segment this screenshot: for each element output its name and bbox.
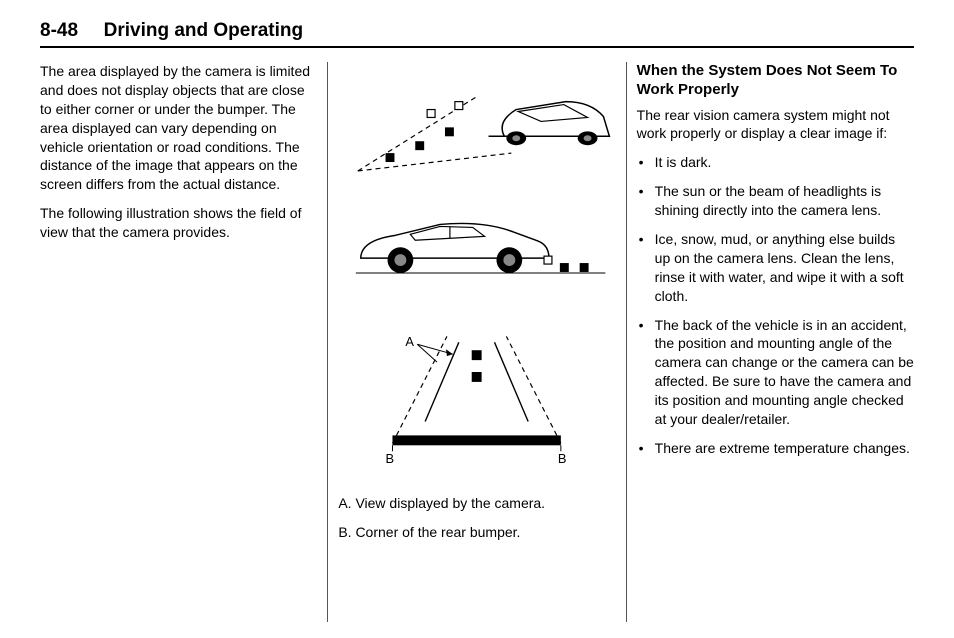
list-item: The back of the vehicle is in an acciden…	[637, 316, 914, 429]
svg-text:B: B	[386, 451, 395, 466]
troubleshoot-list: It is dark. The sun or the beam of headl…	[637, 153, 914, 457]
body-para: The following illustration shows the fie…	[40, 204, 317, 242]
column-2: A	[328, 62, 626, 622]
page-number: 8-48	[40, 20, 78, 41]
list-item: It is dark.	[637, 153, 914, 172]
svg-text:B: B	[558, 451, 567, 466]
section-title: Driving and Operating	[82, 20, 303, 41]
body-para: The rear vision camera system might not …	[637, 106, 914, 144]
caption-a: A. View displayed by the camera.	[338, 494, 615, 513]
content-columns: The area displayed by the camera is limi…	[40, 62, 914, 622]
body-para: The area displayed by the camera is limi…	[40, 62, 317, 194]
list-item: There are extreme temperature changes.	[637, 439, 914, 458]
list-item: Ice, snow, mud, or anything else builds …	[637, 230, 914, 306]
page-header: 8-48 Driving and Operating	[40, 20, 914, 48]
column-1: The area displayed by the camera is limi…	[40, 62, 328, 622]
caption-b: B. Corner of the rear bumper.	[338, 523, 615, 542]
camera-fov-diagram: A	[338, 62, 615, 488]
list-item: The sun or the beam of headlights is shi…	[637, 182, 914, 220]
diagram-captions: A. View displayed by the camera. B. Corn…	[338, 494, 615, 542]
svg-text:A: A	[406, 334, 415, 349]
subheading: When the System Does Not Seem To Work Pr…	[637, 62, 914, 100]
column-3: When the System Does Not Seem To Work Pr…	[627, 62, 914, 622]
